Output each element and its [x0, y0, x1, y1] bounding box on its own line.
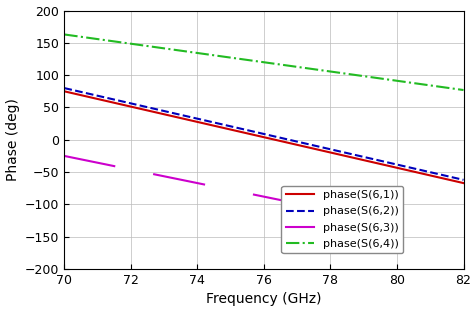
X-axis label: Frequency (GHz): Frequency (GHz): [206, 292, 321, 306]
Legend: phase(S(6,1)), phase(S(6,2)), phase(S(6,3)), phase(S(6,4)): phase(S(6,1)), phase(S(6,2)), phase(S(6,…: [281, 186, 402, 253]
Y-axis label: Phase (deg): Phase (deg): [6, 98, 20, 181]
